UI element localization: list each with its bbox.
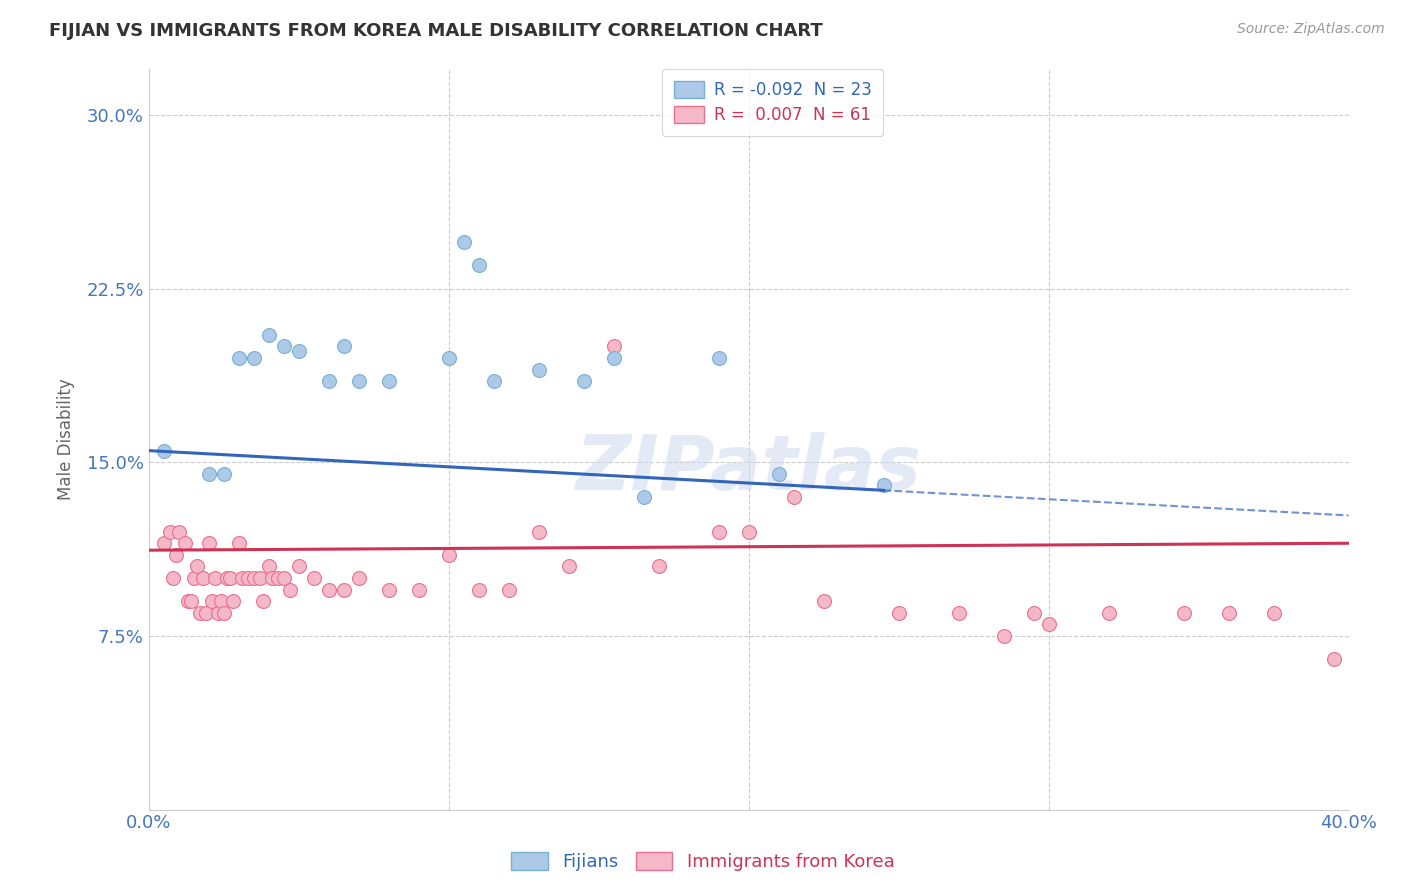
Point [1022,606,1045,620]
Point [332,582,354,597]
Point [782,490,804,504]
Point [408,582,430,597]
Point [242,571,264,585]
Point [221,594,243,608]
Point [948,606,970,620]
Point [152,536,174,550]
Point [527,524,550,539]
Point [453,235,475,250]
Point [188,606,211,620]
Point [557,559,579,574]
Point [872,478,894,492]
Point [377,374,399,388]
Point [236,571,259,585]
Y-axis label: Male Disability: Male Disability [58,378,75,500]
Point [180,594,202,608]
Point [165,548,187,562]
Point [209,594,232,608]
Point [993,629,1015,643]
Point [186,559,208,574]
Point [257,559,280,574]
Point [266,571,288,585]
Point [183,571,205,585]
Point [249,571,271,585]
Point [887,606,910,620]
Point [159,524,181,539]
Point [347,571,370,585]
Point [602,339,624,353]
Point [212,467,235,481]
Point [602,351,624,365]
Point [194,606,217,620]
Point [633,490,655,504]
Point [302,571,325,585]
Point [273,339,295,353]
Point [197,467,219,481]
Point [228,351,250,365]
Point [768,467,790,481]
Point [152,443,174,458]
Point [737,524,759,539]
Point [260,571,283,585]
Point [647,559,669,574]
Legend: R = -0.092  N = 23, R =  0.007  N = 61: R = -0.092 N = 23, R = 0.007 N = 61 [662,70,883,136]
Point [1097,606,1119,620]
Point [273,571,295,585]
Point [1218,606,1240,620]
Point [1173,606,1195,620]
Point [215,571,238,585]
Point [437,351,460,365]
Point [347,374,370,388]
Point [498,582,520,597]
Point [212,606,235,620]
Point [527,362,550,376]
Point [377,582,399,597]
Point [437,548,460,562]
Point [252,594,274,608]
Point [218,571,240,585]
Point [228,536,250,550]
Point [231,571,253,585]
Point [207,606,229,620]
Text: FIJIAN VS IMMIGRANTS FROM KOREA MALE DISABILITY CORRELATION CHART: FIJIAN VS IMMIGRANTS FROM KOREA MALE DIS… [49,22,823,40]
Point [242,351,264,365]
Point [1263,606,1285,620]
Point [173,536,195,550]
Text: ZIPatlas: ZIPatlas [575,432,921,506]
Point [167,524,190,539]
Point [204,571,226,585]
Point [332,339,354,353]
Legend: Fijians, Immigrants from Korea: Fijians, Immigrants from Korea [505,845,901,879]
Point [200,594,222,608]
Point [1038,617,1060,632]
Point [318,582,340,597]
Point [197,536,219,550]
Point [287,344,309,359]
Point [176,594,198,608]
Point [467,582,489,597]
Point [1322,652,1344,666]
Point [162,571,184,585]
Point [278,582,301,597]
Point [257,327,280,342]
Text: Source: ZipAtlas.com: Source: ZipAtlas.com [1237,22,1385,37]
Point [707,524,730,539]
Point [813,594,835,608]
Point [318,374,340,388]
Point [572,374,595,388]
Point [707,351,730,365]
Point [287,559,309,574]
Point [191,571,214,585]
Point [467,258,489,272]
Point [482,374,505,388]
